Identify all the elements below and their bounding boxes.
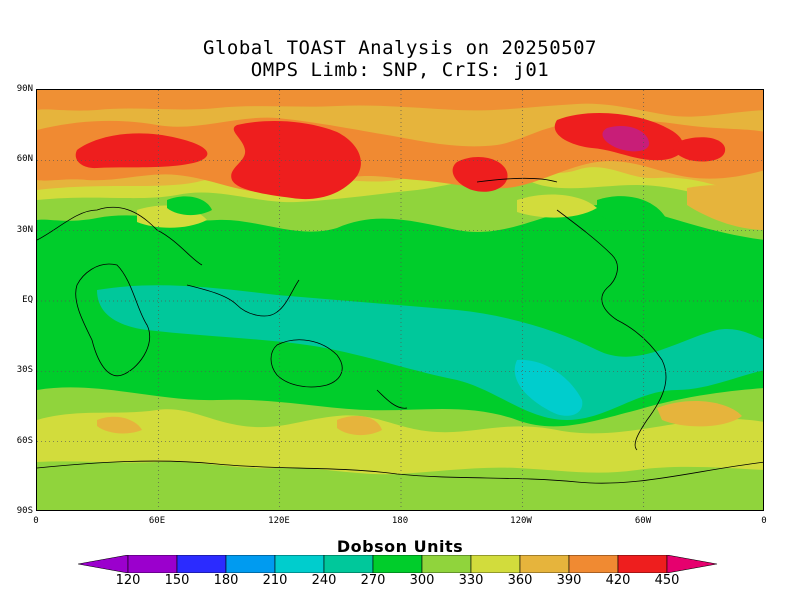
lat-tick-60n: 60N: [16, 154, 33, 164]
colorbar-level-label: 360: [507, 573, 533, 588]
colorbar-segment: [568, 555, 619, 573]
lat-tick-60s: 60S: [16, 436, 33, 446]
colorbar-segment: [470, 555, 521, 573]
colorbar-level-label: 300: [409, 573, 435, 588]
lon-tick-0: 0: [33, 516, 39, 526]
colorbar-low-arrow: [78, 555, 129, 573]
lon-tick-120w: 120W: [510, 516, 532, 526]
colorbar-segment: [176, 555, 227, 573]
map-title-line-1: Global TOAST Analysis on 20250507: [203, 37, 597, 59]
lon-tick-0-right: 0: [761, 516, 767, 526]
lat-tick-90s: 90S: [16, 506, 33, 516]
colorbar-level-label: 210: [262, 573, 288, 588]
lat-tick-30s: 30S: [16, 365, 33, 375]
colorbar-segment: [225, 555, 276, 573]
colorbar-title: Dobson Units: [336, 537, 464, 556]
colorbar: [78, 555, 718, 573]
map-gridlines: [37, 90, 763, 510]
lon-tick-60e: 60E: [148, 516, 166, 526]
lat-tick-30n: 30N: [16, 225, 33, 235]
colorbar-level-label: 390: [556, 573, 582, 588]
lon-tick-60w: 60W: [634, 516, 652, 526]
ozone-map: [36, 89, 764, 511]
colorbar-segment: [274, 555, 325, 573]
colorbar-segment: [127, 555, 178, 573]
colorbar-segment: [372, 555, 423, 573]
colorbar-level-label: 240: [311, 573, 337, 588]
colorbar-segment: [617, 555, 668, 573]
lat-tick-90n: 90N: [16, 84, 33, 94]
colorbar-level-label: 420: [605, 573, 631, 588]
colorbar-segment: [519, 555, 570, 573]
lon-tick-120e: 120E: [268, 516, 290, 526]
colorbar-level-label: 450: [654, 573, 680, 588]
colorbar-level-label: 270: [360, 573, 386, 588]
colorbar-level-label: 180: [213, 573, 239, 588]
colorbar-level-label: 330: [458, 573, 484, 588]
lat-tick-eq: EQ: [22, 295, 33, 305]
colorbar-segment: [323, 555, 374, 573]
lon-tick-180: 180: [391, 516, 409, 526]
map-title-line-2: OMPS Limb: SNP, CrIS: j01: [250, 59, 550, 81]
colorbar-segment: [421, 555, 472, 573]
colorbar-level-label: 120: [115, 573, 141, 588]
colorbar-level-label: 150: [164, 573, 190, 588]
colorbar-high-arrow: [666, 555, 718, 573]
